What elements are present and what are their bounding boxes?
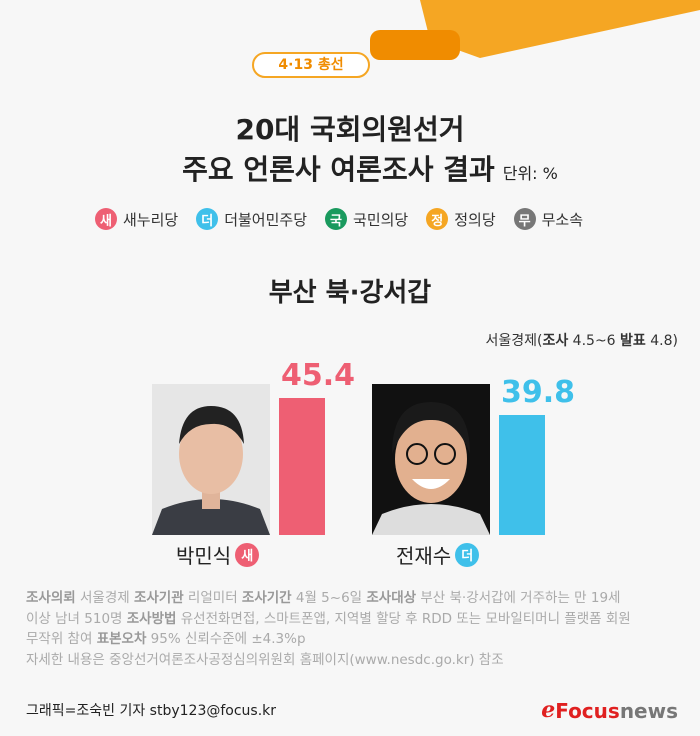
party-badge-minjoo: 더 xyxy=(455,542,480,567)
party-mark-icon: 더 xyxy=(196,208,219,230)
legend-label: 새누리당 xyxy=(123,210,179,229)
party-legend: 새 새누리당 더 더불어민주당 국 국민의당 정 정의당 무 무소속 xyxy=(95,208,583,230)
legend-item: 새 새누리당 xyxy=(95,208,178,230)
party-mark-icon: 정 xyxy=(426,208,449,230)
candidate-photo-1 xyxy=(152,384,270,535)
note-line: 조사의뢰 서울경제 조사기관 리얼미터 조사기간 4월 5~6일 조사대상 부산… xyxy=(26,590,621,606)
party-mark-icon: 국 xyxy=(325,208,348,230)
legend-label: 더불어민주당 xyxy=(224,210,308,229)
bar-value-label: 39.8 xyxy=(501,374,576,410)
graphic-credit: 그래픽=조숙빈 기자 stby123@focus.kr xyxy=(26,703,277,719)
focusnews-logo: ℯ Focus news xyxy=(541,698,678,723)
note-line: 자세한 내용은 중앙선거여론조사공정심의위원회 홈페이지(www.nesdc.g… xyxy=(26,651,504,668)
legend-label: 정의당 xyxy=(454,210,496,229)
legend-item: 정 정의당 xyxy=(426,208,496,230)
bar-2 xyxy=(499,414,545,535)
candidate-name-1: 박민식 새 xyxy=(176,540,260,569)
party-mark-icon: 무 xyxy=(513,208,536,230)
candidate-photo-2 xyxy=(372,384,490,535)
bar-value-label: 45.4 xyxy=(281,357,356,393)
legend-item: 국 국민의당 xyxy=(325,208,408,230)
unit-label: 단위: % xyxy=(502,164,558,183)
party-badge-saenuri: 새 xyxy=(235,542,260,567)
election-badge: 4·13 총선 xyxy=(252,52,370,78)
ballot-hand-illustration xyxy=(370,0,700,60)
legend-item: 무 무소속 xyxy=(513,208,584,230)
party-mark-icon: 새 xyxy=(95,208,117,230)
legend-item: 더 더불어민주당 xyxy=(196,208,307,230)
district-title: 부산 북·강서갑 xyxy=(268,278,432,308)
note-line: 무작위 참여 표본오차 95% 신뢰수준에 ±4.3%p xyxy=(26,631,306,647)
candidate-name-2: 전재수 더 xyxy=(396,540,480,569)
note-line: 이상 남녀 510명 조사방법 유선전화면접, 스마트폰앱, 지역별 할당 후 … xyxy=(26,610,631,627)
legend-label: 국민의당 xyxy=(353,210,409,229)
legend-label: 무소속 xyxy=(541,210,584,229)
bar-1 xyxy=(279,397,325,535)
title-line2: 주요 언론사 여론조사 결과 xyxy=(182,153,495,186)
survey-notes: 조사의뢰 서울경제 조사기관 리얼미터 조사기간 4월 5~6일 조사대상 부산… xyxy=(26,588,686,670)
poll-source: 서울경제(조사 4.5~6 발표 4.8) xyxy=(485,333,678,349)
title-line1: 20대 국회의원선거 xyxy=(235,113,465,146)
